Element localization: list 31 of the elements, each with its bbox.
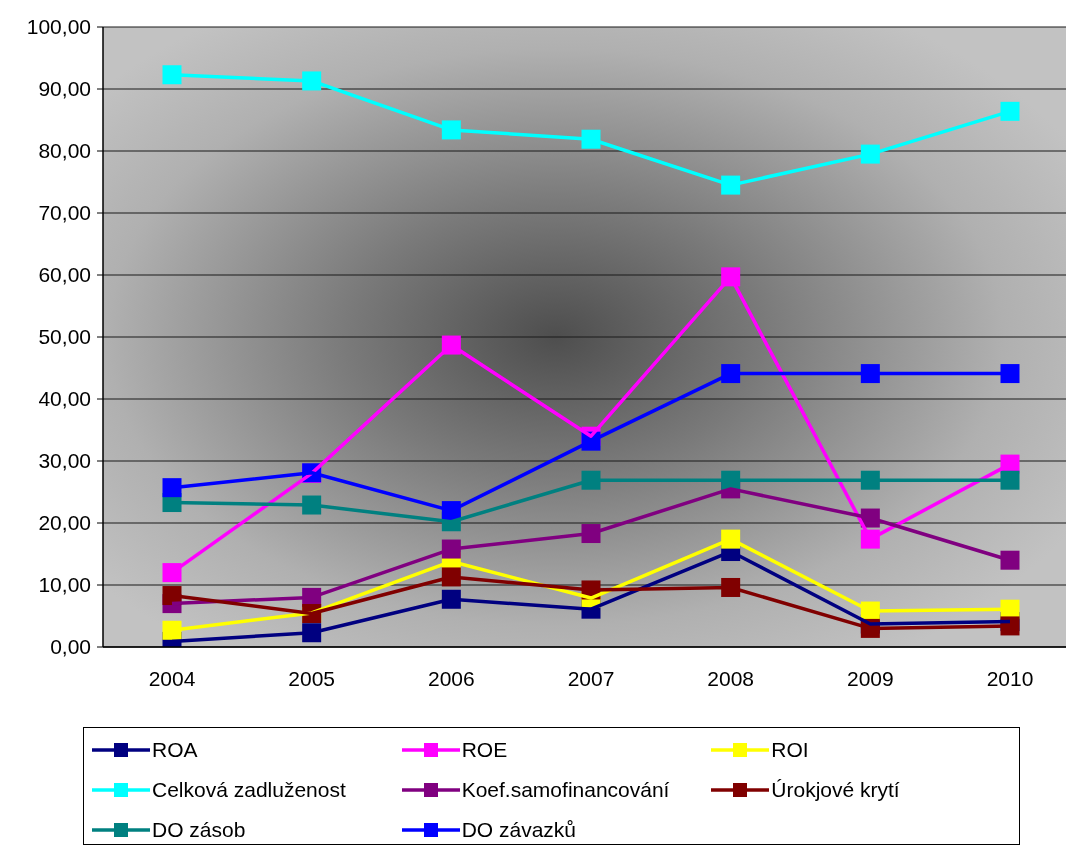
legend-label: ROE bbox=[461, 738, 508, 762]
legend-label: ROA bbox=[152, 738, 198, 762]
legend-label: Celková zadluženost bbox=[152, 778, 346, 802]
y-tick-label: 30,00 bbox=[38, 449, 91, 473]
y-tick-label: 60,00 bbox=[38, 263, 91, 287]
y-tick-label: 90,00 bbox=[38, 77, 91, 101]
legend-label: DO zásob bbox=[152, 818, 246, 842]
legend-label: DO závazků bbox=[461, 818, 577, 842]
legend-label: Koef.samofinancování bbox=[461, 778, 670, 802]
x-tick-label: 2004 bbox=[148, 666, 196, 690]
point bbox=[1000, 101, 1020, 121]
y-tick-label: 70,00 bbox=[38, 201, 91, 225]
y-tick-label: 10,00 bbox=[38, 573, 91, 597]
point bbox=[1000, 550, 1020, 570]
y-tick-label: 20,00 bbox=[38, 511, 91, 535]
y-tick-label: 0,00 bbox=[50, 635, 91, 659]
x-tick-label: 2010 bbox=[986, 666, 1034, 690]
point bbox=[162, 478, 182, 498]
x-tick-label: 2008 bbox=[707, 666, 755, 690]
y-tick-label: 80,00 bbox=[38, 139, 91, 163]
point bbox=[1000, 364, 1020, 384]
y-tick-label: 100,00 bbox=[26, 15, 91, 39]
point bbox=[1000, 470, 1020, 490]
legend-label: Úrokjové krytí bbox=[771, 778, 900, 802]
x-tick-label: 2006 bbox=[427, 666, 475, 690]
legend-label: ROI bbox=[771, 738, 809, 762]
x-tick-label: 2009 bbox=[846, 666, 894, 690]
y-tick-label: 50,00 bbox=[38, 325, 91, 349]
x-tick-label: 2005 bbox=[288, 666, 336, 690]
x-tick-label: 2007 bbox=[567, 666, 615, 690]
y-tick-label: 40,00 bbox=[38, 387, 91, 411]
